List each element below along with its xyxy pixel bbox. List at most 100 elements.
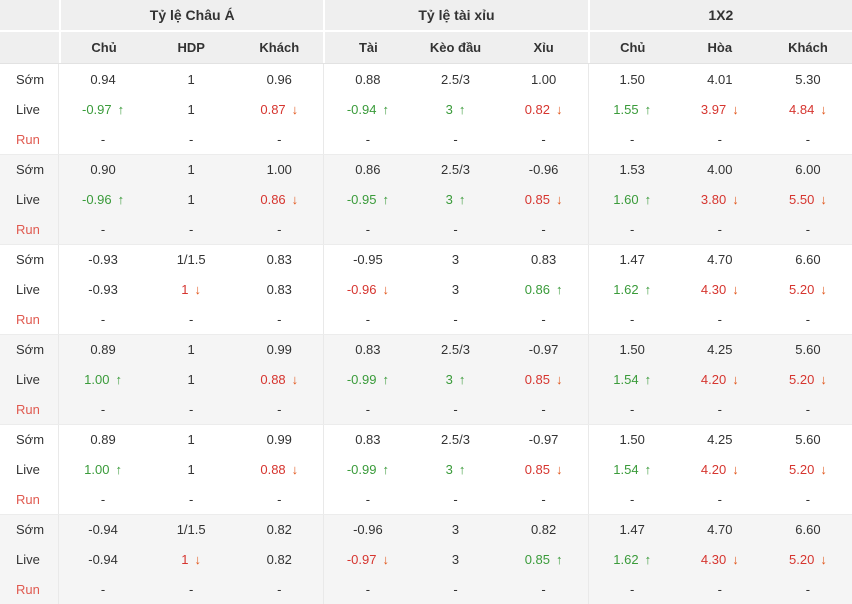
- odds-cell: -: [587, 124, 676, 154]
- odds-cell: 1: [147, 455, 235, 485]
- odds-value: -: [630, 131, 635, 147]
- odds-cell: -0.97: [500, 335, 588, 365]
- odds-row-run: Run - - - - - - - - -: [0, 304, 852, 335]
- odds-cell: -: [323, 124, 411, 154]
- odds-cell: 0.83: [235, 275, 323, 305]
- column-header-row: Chủ HDP Khách Tài Kèo đầu Xỉu Chủ Hòa Kh…: [0, 32, 852, 64]
- odds-cell: -: [587, 214, 676, 245]
- odds-cell: -: [587, 304, 676, 335]
- odds-value: -: [100, 581, 106, 597]
- odds-value: -: [717, 491, 722, 507]
- odds-value: -: [277, 491, 282, 507]
- odds-value: 1: [181, 282, 189, 297]
- odds-cell: 4.84 ↓: [764, 94, 852, 124]
- odds-cell: -0.94: [59, 515, 147, 545]
- odds-value: -: [541, 401, 546, 417]
- odds-value: -0.94: [88, 552, 118, 567]
- odds-value: 4.20: [700, 372, 727, 387]
- odds-value: 1.00: [84, 462, 110, 477]
- arrow-down-icon: ↓: [732, 372, 739, 387]
- odds-value: -: [365, 401, 371, 417]
- odds-value: 1.50: [619, 71, 645, 87]
- odds-value: -: [365, 131, 371, 147]
- odds-cell: 6.60: [764, 515, 852, 545]
- odds-cell: 0.82 ↓: [500, 94, 588, 124]
- odds-value: 5.20: [789, 372, 815, 387]
- odds-value: 5.20: [789, 282, 815, 297]
- odds-cell: -: [411, 394, 499, 424]
- odds-cell: 4.70: [676, 515, 764, 545]
- odds-value: -: [717, 401, 722, 417]
- odds-value: -: [630, 491, 635, 507]
- odds-cell: -: [59, 124, 147, 154]
- odds-row-live: Live -0.97 ↑ 1 0.87 ↓ -0.94 ↑ 3 ↑ 0.82 ↓ 1.55 ↑ 3.97 ↓ 4…: [0, 94, 852, 124]
- col-header-1x2-draw: Hòa: [675, 32, 764, 63]
- odds-row-run: Run - - - - - - - - -: [0, 574, 852, 604]
- row-label-run: Run: [0, 484, 59, 515]
- odds-value: -: [365, 311, 371, 327]
- row-label-live: Live: [0, 454, 59, 485]
- odds-value: 0.89: [90, 342, 116, 358]
- odds-value: 0.82: [266, 552, 292, 567]
- odds-value: 0.82: [266, 522, 292, 538]
- odds-cell: 2.5/3: [411, 155, 499, 185]
- odds-cell: -: [323, 304, 411, 335]
- odds-cell: -0.99 ↑: [323, 364, 411, 395]
- odds-value: -: [717, 581, 722, 597]
- odds-cell: -: [147, 304, 235, 334]
- odds-cell: 1: [147, 155, 235, 185]
- odds-cell: -: [323, 574, 411, 604]
- odds-value: 0.83: [355, 342, 381, 358]
- odds-value: 2.5/3: [441, 71, 470, 87]
- odds-row-live: Live 1.00 ↑ 1 0.88 ↓ -0.99 ↑ 3 ↑ 0.85 ↓ 1.54 ↑ 4.20 ↓ 5.…: [0, 364, 852, 395]
- odds-cell: 3: [411, 275, 499, 305]
- odds-row-live: Live -0.94 1 ↓ 0.82 -0.97 ↓ 3 0.85 ↑ 1.62 ↑ 4.30 ↓ 5.2…: [0, 544, 852, 575]
- odds-cell: -0.95 ↑: [323, 184, 411, 215]
- odds-value: 0.99: [266, 432, 292, 448]
- odds-value: -: [630, 221, 635, 237]
- odds-row-som: Sớm 0.90 1 1.00 0.86 2.5/3 -0.96 1.53 4.00 6.00: [0, 155, 852, 185]
- odds-row-run: Run - - - - - - - - -: [0, 124, 852, 154]
- odds-cell: 2.5/3: [411, 425, 499, 455]
- odds-value: -: [453, 131, 458, 147]
- odds-value: 3: [451, 282, 460, 297]
- arrow-up-icon: ↑: [644, 552, 652, 567]
- row-label-live: Live: [0, 544, 59, 575]
- odds-value: 3.80: [700, 192, 727, 207]
- odds-cell: 3: [411, 545, 499, 575]
- row-label-som: Sớm: [0, 155, 59, 185]
- col-header-1x2-home: Chủ: [587, 32, 676, 63]
- odds-cell: -: [147, 484, 235, 514]
- odds-value: 1.50: [619, 432, 645, 448]
- odds-value: -0.99: [346, 372, 377, 387]
- odds-cell: 0.94: [59, 64, 147, 94]
- odds-row-run: Run - - - - - - - - -: [0, 484, 852, 515]
- odds-value: 3: [451, 252, 460, 268]
- odds-value: -: [805, 491, 811, 507]
- odds-value: -: [100, 491, 106, 507]
- arrow-up-icon: ↑: [117, 192, 125, 207]
- odds-value: 1: [187, 162, 195, 178]
- odds-row-live: Live 1.00 ↑ 1 0.88 ↓ -0.99 ↑ 3 ↑ 0.85 ↓ 1.54 ↑ 4.20 ↓ 5.…: [0, 454, 852, 485]
- odds-value: -: [630, 401, 635, 417]
- odds-cell: -0.93: [59, 275, 147, 305]
- odds-cell: 5.60: [764, 335, 852, 365]
- odds-row-som: Sớm -0.93 1/1.5 0.83 -0.95 3 0.83 1.47 4.70 6.60: [0, 245, 852, 275]
- col-header-ah-hdp: HDP: [147, 32, 236, 63]
- odds-cell: 4.20 ↓: [676, 455, 764, 485]
- odds-cell: 6.00: [764, 155, 852, 185]
- odds-value: 2.5/3: [441, 162, 470, 178]
- odds-value: 1.53: [619, 162, 645, 178]
- odds-value: -: [630, 311, 635, 327]
- odds-value: 1.54: [613, 372, 639, 387]
- odds-value: 1.00: [266, 162, 292, 178]
- odds-value: -: [541, 311, 546, 327]
- odds-value: -: [365, 491, 371, 507]
- arrow-down-icon: ↓: [732, 192, 739, 207]
- odds-cell: 4.25: [676, 425, 764, 455]
- odds-cell: -: [676, 484, 764, 514]
- odds-cell: 1.47: [587, 515, 676, 545]
- odds-value: -0.96: [81, 192, 112, 207]
- odds-cell: -: [59, 574, 147, 604]
- odds-value: 4.25: [707, 432, 733, 448]
